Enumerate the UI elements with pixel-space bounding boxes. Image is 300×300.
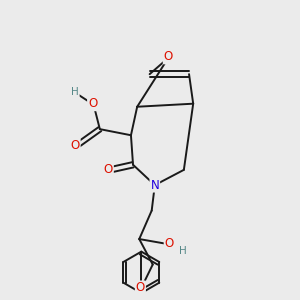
Text: N: N [150, 178, 159, 192]
Text: O: O [70, 139, 80, 152]
Text: H: H [179, 246, 187, 256]
Text: O: O [164, 50, 173, 63]
Text: H: H [71, 86, 79, 97]
Text: O: O [88, 97, 97, 110]
Text: O: O [165, 237, 174, 250]
Text: O: O [136, 281, 145, 294]
Text: O: O [104, 163, 113, 176]
